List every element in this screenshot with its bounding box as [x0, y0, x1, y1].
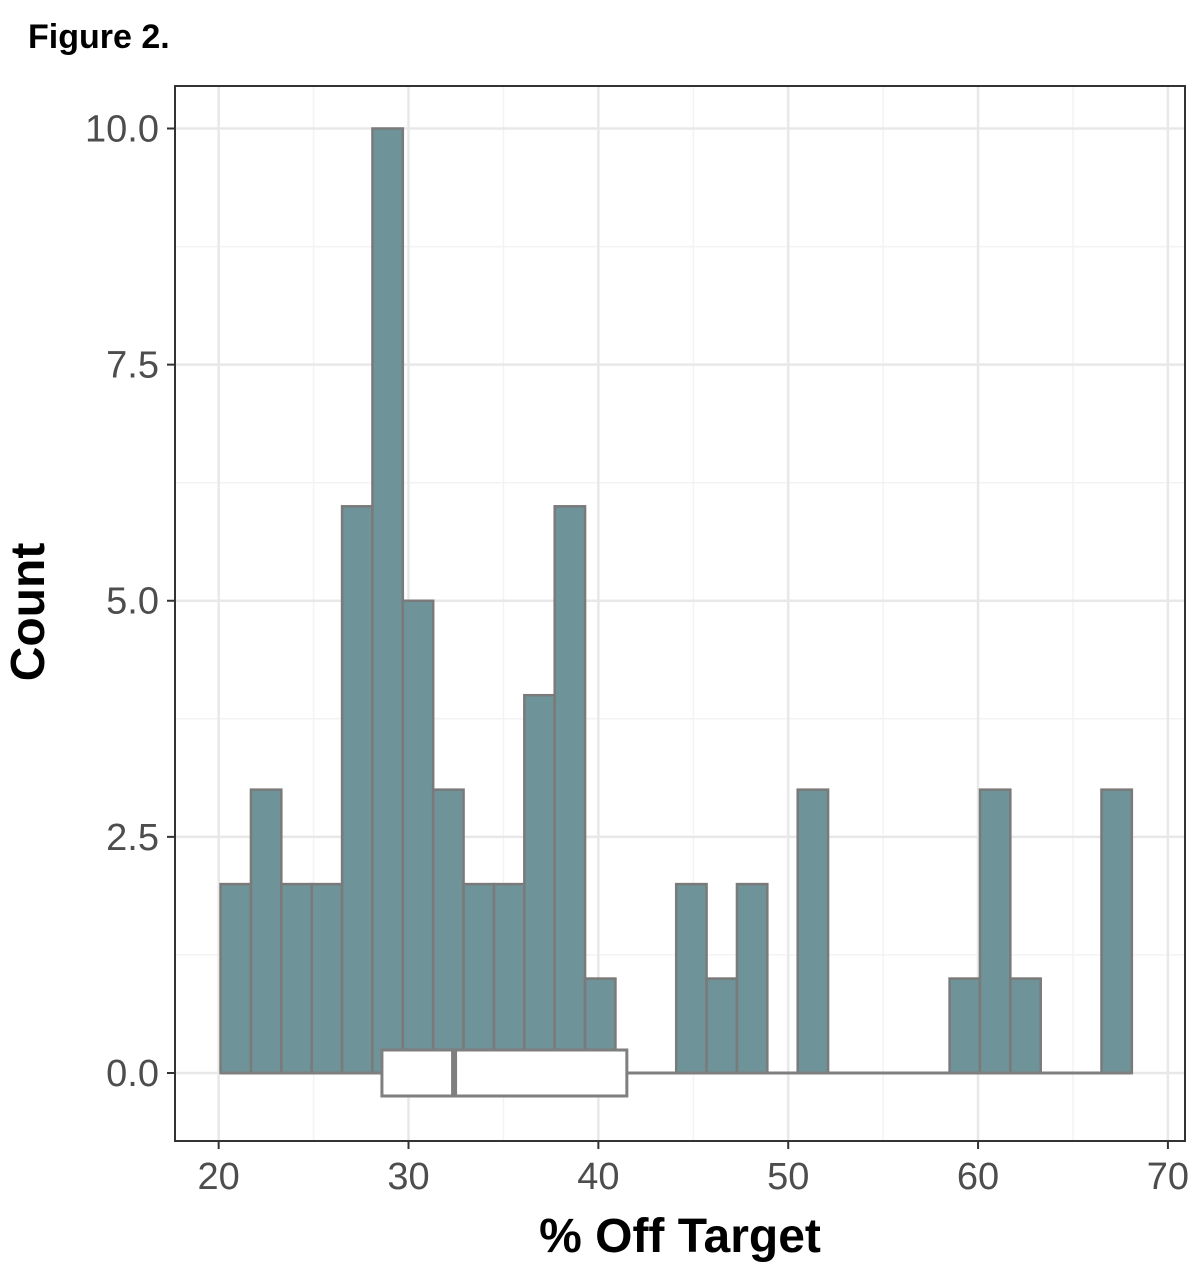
x-tick-label: 20: [198, 1156, 240, 1198]
histogram-bar: [492, 882, 526, 1075]
y-axis: 0.0 2.5 5.0 7.5 10.0: [85, 109, 175, 1095]
y-tick-label: 7.5: [106, 345, 159, 387]
histogram-bar: [340, 505, 374, 1075]
histogram-bar: [431, 788, 465, 1075]
histogram-bar: [674, 882, 708, 1075]
boxplot-box: [380, 1048, 629, 1098]
histogram-bar: [462, 882, 496, 1075]
histogram-bar: [1100, 788, 1134, 1075]
y-tick-label: 10.0: [85, 109, 159, 151]
panel-border: [174, 85, 1186, 1142]
histogram-bar: [219, 882, 253, 1075]
histogram-bar: [948, 977, 982, 1075]
y-tick-label: 0.0: [106, 1053, 159, 1095]
x-axis: 20 30 40 50 60 70: [198, 1141, 1189, 1198]
x-axis-title: % Off Target: [539, 1210, 821, 1263]
x-tick-label: 30: [387, 1156, 429, 1198]
histogram-bar: [310, 882, 344, 1075]
x-tick-label: 70: [1147, 1156, 1189, 1198]
y-axis-title: Count: [2, 543, 55, 682]
histogram-bar: [978, 788, 1012, 1075]
histogram-bar: [705, 977, 739, 1075]
y-tick-label: 2.5: [106, 817, 159, 859]
histogram-bar: [1009, 977, 1042, 1075]
figure-label: Figure 2.: [28, 18, 170, 56]
histogram-bar: [523, 693, 556, 1075]
histogram-bar: [796, 788, 830, 1075]
histogram-bar: [553, 505, 587, 1075]
x-tick-label: 40: [577, 1156, 619, 1198]
x-tick-label: 60: [957, 1156, 999, 1198]
histogram-bar: [280, 882, 313, 1075]
histogram-bar: [249, 788, 283, 1075]
histogram-bar: [401, 599, 435, 1075]
histogram-bar: [371, 127, 405, 1075]
histogram-bar: [735, 882, 769, 1075]
y-tick-label: 5.0: [106, 581, 159, 623]
x-tick-label: 50: [767, 1156, 809, 1198]
boxplot: [220, 1048, 1132, 1098]
bars-layer: [219, 127, 1134, 1075]
